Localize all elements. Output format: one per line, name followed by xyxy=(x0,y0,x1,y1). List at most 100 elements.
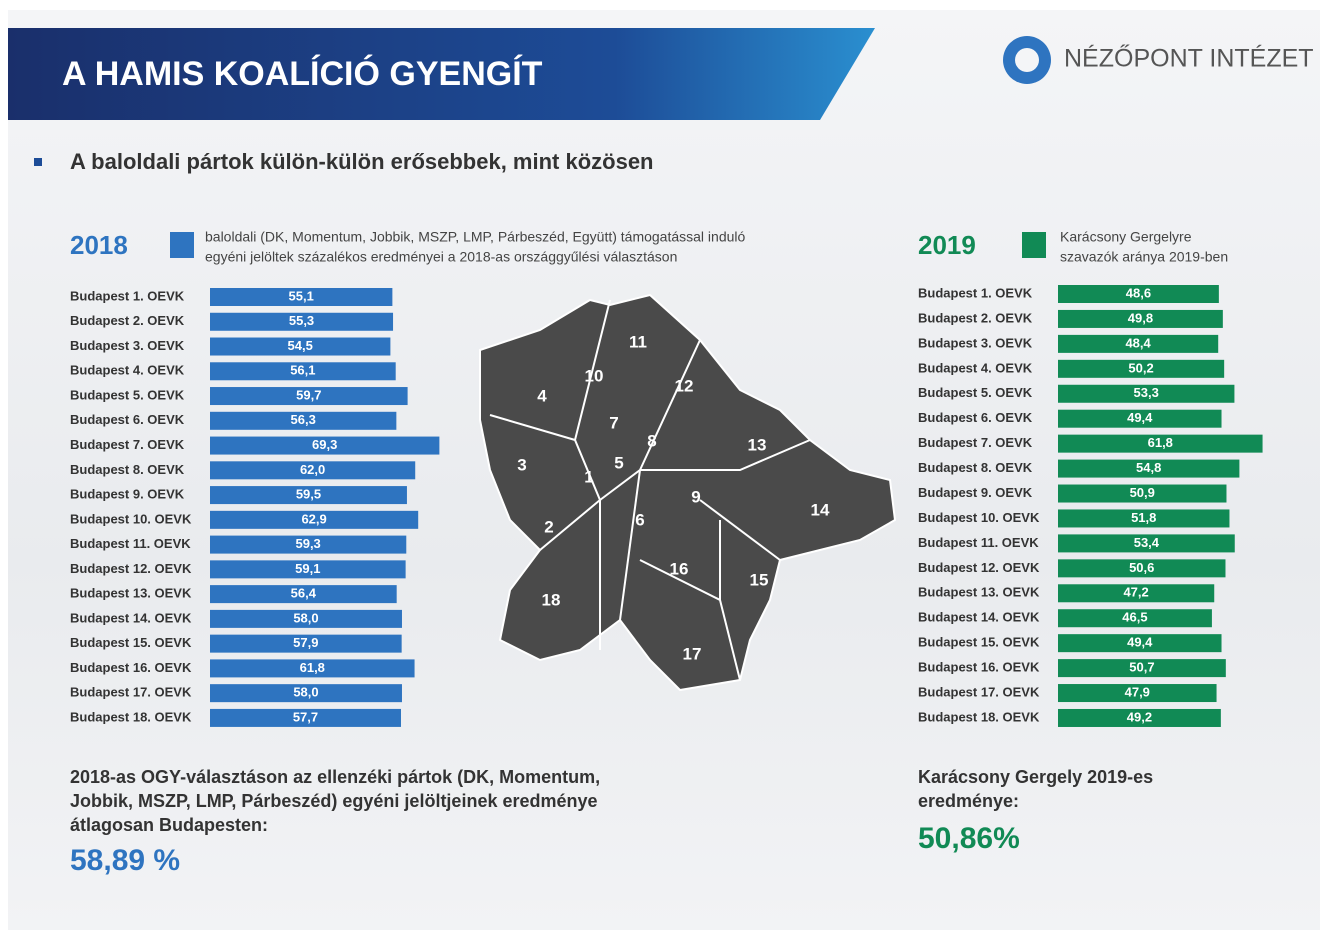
district-label: 9 xyxy=(691,487,700,506)
value-label: 56,1 xyxy=(290,363,315,378)
category-label: Budapest 18. OEVK xyxy=(918,709,1040,724)
district-label: 17 xyxy=(683,644,702,663)
legend-text: Karácsony Gergelyre xyxy=(1060,229,1192,245)
year-label: 2018 xyxy=(70,230,128,260)
legend-text: egyéni jelöltek százalékos eredményei a … xyxy=(205,249,677,265)
value-label: 54,8 xyxy=(1136,460,1161,475)
value-label: 54,5 xyxy=(288,338,313,353)
category-label: Budapest 1. OEVK xyxy=(918,285,1033,300)
bar xyxy=(1058,534,1235,553)
budapest-map xyxy=(479,293,897,692)
category-label: Budapest 14. OEVK xyxy=(70,610,192,625)
bar xyxy=(210,560,406,579)
value-label: 49,8 xyxy=(1128,310,1153,325)
category-label: Budapest 16. OEVK xyxy=(70,660,192,675)
bar xyxy=(210,337,391,356)
value-label: 49,4 xyxy=(1127,410,1153,425)
value-label: 48,4 xyxy=(1125,335,1151,350)
bar xyxy=(210,312,394,331)
value-label: 53,3 xyxy=(1134,385,1159,400)
summary-text: Jobbik, MSZP, LMP, Párbeszéd) egyéni jel… xyxy=(70,791,598,811)
category-label: Budapest 9. OEVK xyxy=(70,487,185,502)
header-band xyxy=(8,28,875,120)
year-label: 2019 xyxy=(918,230,976,260)
summary-value: 58,89 % xyxy=(70,844,180,877)
category-label: Budapest 5. OEVK xyxy=(918,385,1033,400)
category-label: Budapest 5. OEVK xyxy=(70,387,185,402)
category-label: Budapest 11. OEVK xyxy=(918,535,1039,550)
value-label: 50,6 xyxy=(1129,560,1154,575)
value-label: 62,9 xyxy=(301,511,326,526)
bar xyxy=(1058,309,1223,328)
category-label: Budapest 1. OEVK xyxy=(70,288,185,303)
bullet xyxy=(34,158,42,166)
legend-swatch xyxy=(1022,232,1046,258)
summary-value: 50,86% xyxy=(918,822,1020,855)
district-label: 2 xyxy=(544,517,553,536)
bar xyxy=(1058,659,1226,678)
district-label: 18 xyxy=(542,590,561,609)
value-label: 53,4 xyxy=(1134,535,1160,550)
value-label: 56,3 xyxy=(291,412,316,427)
category-label: Budapest 4. OEVK xyxy=(70,363,185,378)
summary-text: Karácsony Gergely 2019-es xyxy=(918,767,1153,787)
title: A HAMIS KOALÍCIÓ GYENGÍT xyxy=(62,55,543,93)
bar xyxy=(210,535,407,554)
value-label: 55,1 xyxy=(289,288,314,303)
district-label: 10 xyxy=(585,366,604,385)
district-label: 12 xyxy=(675,376,694,395)
bar xyxy=(210,411,397,430)
category-label: Budapest 15. OEVK xyxy=(70,635,192,650)
category-label: Budapest 17. OEVK xyxy=(918,684,1040,699)
bar xyxy=(210,486,407,505)
district-label: 7 xyxy=(609,413,618,432)
value-label: 58,0 xyxy=(293,685,318,700)
district-label: 16 xyxy=(670,559,689,578)
category-label: Budapest 18. OEVK xyxy=(70,709,192,724)
category-label: Budapest 7. OEVK xyxy=(918,435,1033,450)
bar xyxy=(210,510,419,529)
category-label: Budapest 12. OEVK xyxy=(918,560,1040,575)
category-label: Budapest 8. OEVK xyxy=(918,460,1033,475)
value-label: 50,2 xyxy=(1128,360,1153,375)
category-label: Budapest 14. OEVK xyxy=(918,610,1040,625)
value-label: 57,9 xyxy=(293,635,318,650)
category-label: Budapest 15. OEVK xyxy=(918,635,1040,650)
bar xyxy=(1058,409,1222,428)
value-label: 59,3 xyxy=(295,536,320,551)
district-label: 11 xyxy=(629,332,647,351)
district-label: 6 xyxy=(635,510,644,529)
category-label: Budapest 13. OEVK xyxy=(70,586,192,601)
value-label: 56,4 xyxy=(291,586,317,601)
value-label: 55,3 xyxy=(289,313,314,328)
category-label: Budapest 2. OEVK xyxy=(70,313,185,328)
value-label: 57,7 xyxy=(293,709,318,724)
bar xyxy=(1058,559,1226,578)
category-label: Budapest 4. OEVK xyxy=(918,360,1033,375)
bar xyxy=(1058,334,1219,353)
district-label: 8 xyxy=(647,431,656,450)
bar xyxy=(210,659,415,678)
district-label: 1 xyxy=(584,467,593,486)
category-label: Budapest 16. OEVK xyxy=(918,660,1040,675)
value-label: 46,5 xyxy=(1122,610,1147,625)
bar xyxy=(1058,509,1230,528)
district-label: 14 xyxy=(811,500,830,519)
legend-text: baloldali (DK, Momentum, Jobbik, MSZP, L… xyxy=(205,229,746,245)
bar xyxy=(1058,359,1225,378)
value-label: 49,2 xyxy=(1127,709,1152,724)
category-label: Budapest 6. OEVK xyxy=(70,412,185,427)
category-label: Budapest 17. OEVK xyxy=(70,685,192,700)
value-label: 59,5 xyxy=(296,487,321,502)
bar xyxy=(210,362,396,381)
summary-text: eredménye: xyxy=(918,791,1019,811)
logo-text: NÉZŐPONT INTÉZET xyxy=(1064,44,1314,73)
value-label: 50,9 xyxy=(1130,485,1155,500)
bar xyxy=(1058,434,1263,453)
bar xyxy=(210,461,416,480)
value-label: 51,8 xyxy=(1131,510,1156,525)
legend-text: szavazók aránya 2019-ben xyxy=(1060,249,1228,265)
bar xyxy=(210,288,393,306)
bar xyxy=(1058,459,1240,478)
